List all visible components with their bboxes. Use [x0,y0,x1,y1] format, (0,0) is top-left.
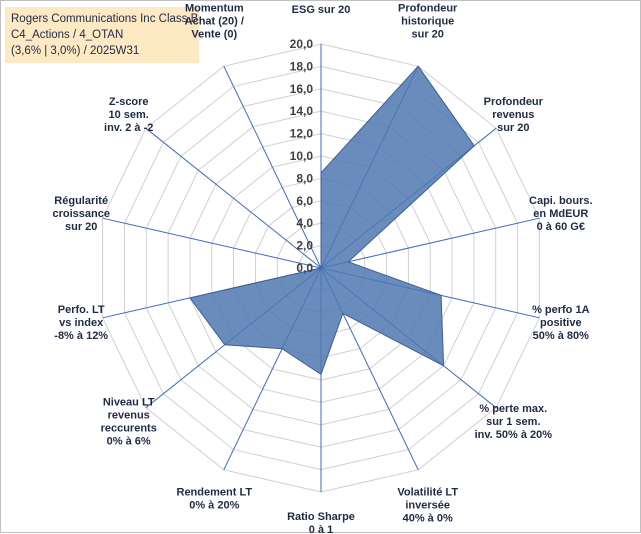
axis-label: % perfo 1A positive 50% à 80% [532,304,590,342]
axis-label: Régularité croissance sur 20 [52,195,109,233]
tick-label: 6,0 [296,194,313,208]
axis-label: Profondeur revenus sur 20 [484,96,544,134]
title-box: Rogers Communications Inc Class B C4_Act… [5,7,199,63]
axis-label: Capi. bours. en MdEUR 0 à 60 G€ [529,195,593,233]
axis-label: Volatilité LT inversée 40% à 0% [397,487,458,525]
tick-label: 10,0 [290,149,314,163]
title-line-1: Rogers Communications Inc Class B [11,13,199,25]
title-line-2: C4_Actions / 4_OTAN [11,29,124,41]
tick-label: 16,0 [290,82,314,96]
axis-line [223,65,322,269]
axis-label: Profondeur historique sur 20 [398,2,458,40]
axis-label: % perte max. sur 1 sem. inv. 50% à 20% [475,403,553,441]
title-line-3: (3,6% | 3,0%) / 2025W31 [11,45,140,57]
tick-label: 14,0 [290,104,314,118]
axis-label: NoteESG sur 20 [292,1,351,16]
axis-line [145,127,322,269]
tick-label: 12,0 [290,127,314,141]
tick-label: 18,0 [290,59,314,73]
axis-label: Niveau LT revenus reccurents 0% à 6% [101,396,157,447]
tick-label: 8,0 [296,171,313,185]
data-series-area [189,65,475,376]
tick-label: 4,0 [296,216,313,230]
axis-line [320,217,540,269]
axis-line [102,217,322,269]
axis-label: Rendement LT 0% à 20% [177,487,253,512]
axis-label: Momentum Achat (20) / Vente (0) [185,2,244,40]
axis-label: Perfo. LT vs index -8% à 12% [54,304,108,342]
axis-label: Ratio Sharpe 0 à 1 [287,511,355,534]
tick-label: 20,0 [290,37,314,51]
tick-label: 2,0 [296,239,313,253]
axis-label: Z-score 10 sem. inv. 2 à -2 [104,96,153,134]
tick-label: 0,0 [296,261,313,275]
